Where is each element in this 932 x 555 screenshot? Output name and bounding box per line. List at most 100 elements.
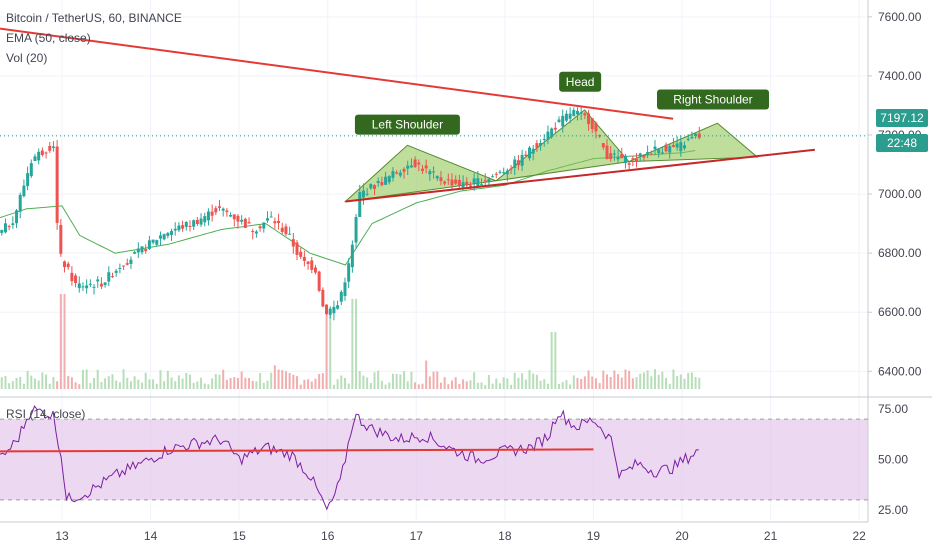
- volume-bar: [487, 375, 490, 389]
- resistance-line: [0, 27, 674, 120]
- time-tick-label: 17: [410, 529, 424, 543]
- legend-rsi[interactable]: RSI (14, close): [6, 407, 86, 421]
- volume-bar: [473, 372, 476, 389]
- candle-body: [55, 146, 59, 223]
- volume-bar: [498, 383, 501, 389]
- candle-body: [74, 275, 78, 283]
- candle-body: [162, 234, 166, 240]
- candle-body: [520, 154, 524, 166]
- legend-volume[interactable]: Vol (20): [6, 51, 48, 65]
- volume-bar: [436, 371, 439, 389]
- candle-body: [184, 221, 188, 227]
- pattern-right-shoulder: [628, 122, 759, 163]
- candle-body: [258, 226, 262, 229]
- candle-body: [491, 176, 495, 178]
- volume-bar: [48, 383, 51, 389]
- price-tick-label: 6800.00: [878, 246, 922, 260]
- volume-bar: [583, 376, 586, 389]
- volume-bar: [137, 379, 140, 389]
- volume-bar: [188, 374, 191, 389]
- volume-bar: [218, 374, 221, 389]
- volume-bar: [321, 373, 324, 389]
- volume-bar: [421, 383, 424, 389]
- candle-body: [129, 259, 133, 264]
- time-tick-label: 13: [55, 529, 69, 543]
- candle-body: [531, 148, 535, 154]
- volume-bar: [229, 377, 232, 389]
- candle-body: [299, 251, 303, 257]
- candle-body: [646, 152, 650, 155]
- candle-body: [406, 165, 410, 169]
- volume-bar: [377, 370, 380, 389]
- volume-bar: [576, 377, 579, 389]
- candle-body: [369, 184, 373, 189]
- candle-body: [251, 231, 255, 233]
- volume-bar: [347, 383, 350, 389]
- candle-body: [306, 261, 310, 264]
- candle-body: [92, 286, 96, 288]
- candle-body: [697, 133, 701, 138]
- volume-bar: [414, 382, 417, 389]
- volume-bar: [22, 383, 25, 389]
- candle-body: [516, 160, 520, 166]
- volume-bar: [233, 377, 236, 389]
- volume-bar: [133, 376, 136, 389]
- volume-bar: [528, 370, 531, 389]
- volume-bar: [458, 383, 461, 389]
- time-tick-label: 22: [852, 529, 866, 543]
- volume-bar: [111, 374, 114, 389]
- volume-bar: [606, 374, 609, 389]
- candle-body: [694, 133, 698, 136]
- candle-body: [454, 179, 458, 184]
- volume-bar: [115, 380, 118, 389]
- volume-bar: [465, 381, 468, 389]
- volume-bar: [248, 377, 251, 389]
- candle-body: [18, 194, 22, 212]
- volume-bar: [546, 383, 549, 389]
- rsi-tick-label: 50.00: [878, 453, 908, 467]
- candle-body: [550, 128, 554, 137]
- candle-body: [579, 112, 583, 114]
- volume-bar: [325, 308, 328, 389]
- candle-body: [539, 142, 543, 146]
- candle-body: [336, 305, 340, 309]
- volume-bar: [598, 383, 601, 389]
- candle-body: [236, 215, 240, 222]
- legend-ema[interactable]: EMA (50, close): [6, 31, 91, 45]
- rsi-line: [0, 405, 699, 511]
- candle-body: [657, 149, 661, 154]
- volume-bar: [480, 382, 483, 389]
- volume-bar: [122, 369, 125, 389]
- volume-bar: [340, 375, 343, 389]
- candle-body: [557, 119, 561, 123]
- volume-bar: [211, 378, 214, 389]
- candle-body: [243, 218, 247, 228]
- price-tick-label: 6600.00: [878, 305, 922, 319]
- candle-body: [413, 159, 417, 168]
- candle-body: [546, 131, 550, 140]
- rsi-trendline: [0, 448, 594, 453]
- candle-body: [601, 143, 605, 148]
- time-tick-label: 20: [675, 529, 689, 543]
- volume-bar: [665, 377, 668, 389]
- volume-bar: [100, 381, 103, 389]
- candle-body: [686, 138, 690, 140]
- volume-bar: [642, 372, 645, 389]
- candle-body: [428, 171, 432, 175]
- candle-body: [96, 279, 100, 282]
- volume-bar: [690, 372, 693, 389]
- candle-body: [461, 182, 465, 188]
- volume-bar: [148, 379, 151, 389]
- volume-bar: [572, 375, 575, 389]
- candle-body: [232, 214, 236, 220]
- label-right-shoulder: Right Shoulder: [673, 93, 752, 107]
- candle-body: [487, 179, 491, 183]
- candle-body: [247, 222, 251, 224]
- legend-symbol[interactable]: Bitcoin / TetherUS, 60, BINANCE: [6, 11, 182, 25]
- volume-bar: [617, 374, 620, 389]
- time-tick-label: 14: [144, 529, 158, 543]
- volume-bar: [270, 372, 273, 389]
- volume-bar: [37, 380, 40, 389]
